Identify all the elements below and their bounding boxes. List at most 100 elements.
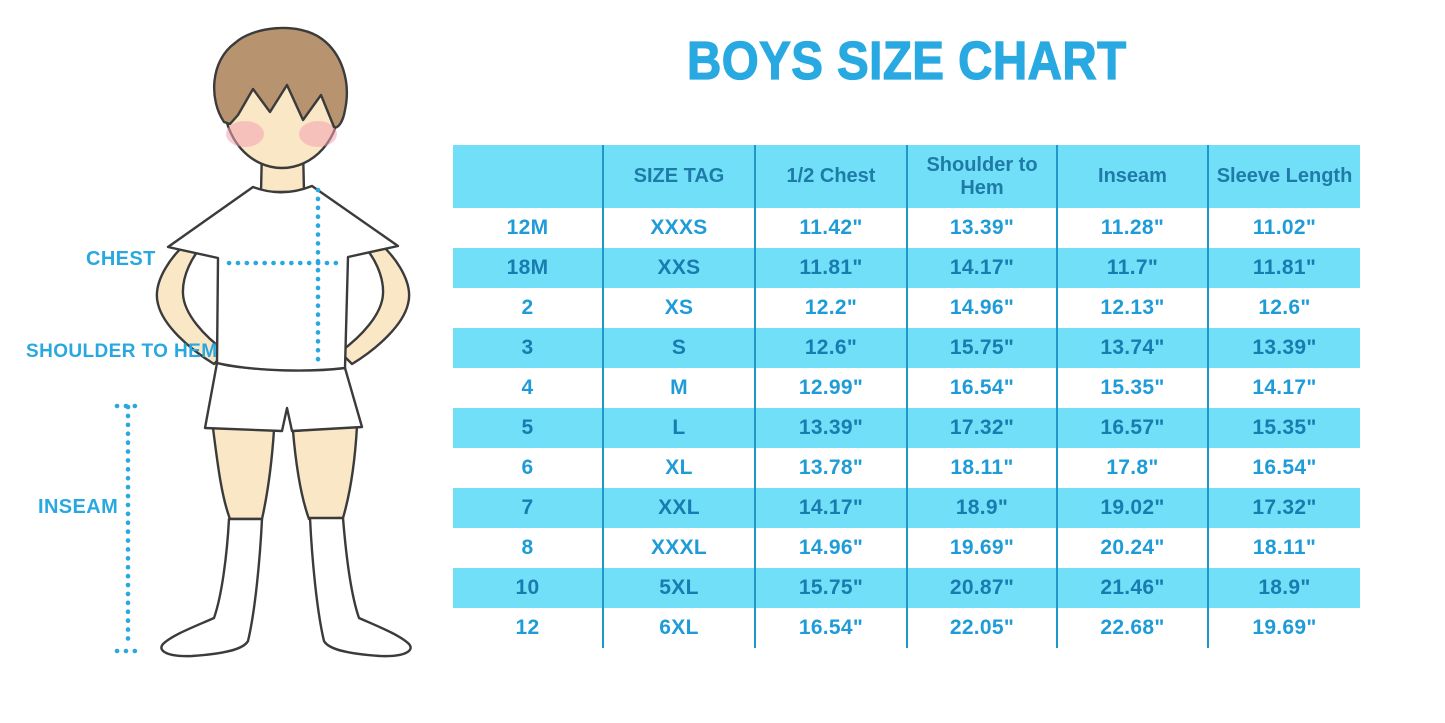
table-cell: 18.9" xyxy=(906,488,1057,528)
table-cell: 12.2" xyxy=(754,288,907,328)
tshirt-shape xyxy=(166,184,400,372)
column-header-half-chest: 1/2 Chest xyxy=(754,145,907,208)
table-cell: 15.75" xyxy=(754,568,907,608)
size-table-body: 12M XXXS 11.42" 13.39" 11.28" 11.02" 18M XXS 11.… xyxy=(453,208,1360,648)
table-cell: 15.75" xyxy=(906,328,1057,368)
table-cell: XS xyxy=(602,288,755,328)
table-cell: 11.42" xyxy=(754,208,907,248)
table-cell: 8 xyxy=(521,536,534,559)
table-cell: 10 xyxy=(515,576,540,599)
table-cell: 22.68" xyxy=(1056,608,1208,648)
table-cell: 12 xyxy=(515,616,540,639)
page-title: BOYS SIZE CHART xyxy=(453,30,1360,92)
table-row: 12M XXXS 11.42" 13.39" 11.28" 11.02" xyxy=(453,208,1360,248)
table-cell: 2 xyxy=(521,296,534,319)
table-cell: 20.87" xyxy=(906,568,1057,608)
table-cell: 12.6" xyxy=(754,328,907,368)
table-cell: 13.39" xyxy=(754,408,907,448)
table-cell: XL xyxy=(602,448,755,488)
table-cell: XXXL xyxy=(602,528,755,568)
table-cell: 18.9" xyxy=(1207,568,1360,608)
table-cell: M xyxy=(602,368,755,408)
table-cell: 18M xyxy=(506,256,549,279)
table-cell: 19.69" xyxy=(906,528,1057,568)
table-cell: 13.74" xyxy=(1056,328,1208,368)
table-cell: 13.78" xyxy=(754,448,907,488)
table-cell: 12M xyxy=(506,216,549,239)
table-cell: 11.28" xyxy=(1056,208,1208,248)
column-header-shoulder-to-hem: Shoulder to Hem xyxy=(906,145,1057,208)
sock-left-shape xyxy=(160,517,264,658)
table-row: 7 XXL 14.17" 18.9" 19.02" 17.32" xyxy=(453,488,1360,528)
table-cell: XXXS xyxy=(602,208,755,248)
table-cell: L xyxy=(602,408,755,448)
table-cell: 13.39" xyxy=(1207,328,1360,368)
column-header-inseam: Inseam xyxy=(1056,145,1208,208)
column-header-size xyxy=(453,145,603,208)
table-cell: 17.32" xyxy=(906,408,1057,448)
shorts-shape xyxy=(203,361,364,433)
table-cell: 16.54" xyxy=(1207,448,1360,488)
table-row: 5 L 13.39" 17.32" 16.57" 15.35" xyxy=(453,408,1360,448)
table-row: 2 XS 12.2" 14.96" 12.13" 12.6" xyxy=(453,288,1360,328)
size-table-header: SIZE TAG 1/2 Chest Shoulder to Hem Insea… xyxy=(453,145,1360,208)
boy-measurement-illustration xyxy=(114,26,412,658)
table-cell: 5 xyxy=(521,416,534,439)
table-cell: 14.17" xyxy=(754,488,907,528)
shoulder-to-hem-label: SHOULDER TO HEM xyxy=(26,341,218,362)
table-cell: 16.54" xyxy=(754,608,907,648)
sock-right-shape xyxy=(308,516,412,658)
page-title-text: BOYS SIZE CHART xyxy=(686,30,1127,91)
leg-right-shape xyxy=(291,424,359,521)
table-cell: 12.6" xyxy=(1207,288,1360,328)
table-cell: 6 xyxy=(521,456,534,479)
table-row: 10 5XL 15.75" 20.87" 21.46" 18.9" xyxy=(453,568,1360,608)
table-cell: 11.02" xyxy=(1207,208,1360,248)
column-header-size-tag: SIZE TAG xyxy=(602,145,755,208)
table-cell: 14.96" xyxy=(906,288,1057,328)
table-row: 18M XXS 11.81" 14.17" 11.7" 11.81" xyxy=(453,248,1360,288)
table-cell: 14.17" xyxy=(906,248,1057,288)
table-cell: 22.05" xyxy=(906,608,1057,648)
hair-shape xyxy=(212,26,349,129)
size-table: SIZE TAG 1/2 Chest Shoulder to Hem Insea… xyxy=(453,145,1360,648)
arm-right-shape xyxy=(338,234,411,366)
table-cell: 16.57" xyxy=(1056,408,1208,448)
table-cell: 14.17" xyxy=(1207,368,1360,408)
table-cell: 6XL xyxy=(602,608,755,648)
table-cell: 19.69" xyxy=(1207,608,1360,648)
table-cell: 4 xyxy=(521,376,534,399)
table-cell: 15.35" xyxy=(1207,408,1360,448)
table-cell: 18.11" xyxy=(906,448,1057,488)
table-cell: 11.7" xyxy=(1056,248,1208,288)
leg-left-shape xyxy=(211,426,276,521)
table-cell: 14.96" xyxy=(754,528,907,568)
arm-left-shape xyxy=(155,234,228,366)
table-cell: XXS xyxy=(602,248,755,288)
table-cell: 18.11" xyxy=(1207,528,1360,568)
table-cell: 3 xyxy=(521,336,534,359)
inseam-label: INSEAM xyxy=(38,496,119,518)
table-cell: 15.35" xyxy=(1056,368,1208,408)
table-row: 6 XL 13.78" 18.11" 17.8" 16.54" xyxy=(453,448,1360,488)
table-cell: S xyxy=(602,328,755,368)
table-row: 4 M 12.99" 16.54" 15.35" 14.17" xyxy=(453,368,1360,408)
chest-label: CHEST xyxy=(86,248,156,270)
table-cell: 11.81" xyxy=(754,248,907,288)
blush-right xyxy=(299,121,337,147)
table-row: 3 S 12.6" 15.75" 13.74" 13.39" xyxy=(453,328,1360,368)
table-cell: 21.46" xyxy=(1056,568,1208,608)
blush-left xyxy=(226,121,264,147)
table-cell: 11.81" xyxy=(1207,248,1360,288)
table-cell: 17.32" xyxy=(1207,488,1360,528)
column-header-sleeve-length: Sleeve Length xyxy=(1207,145,1360,208)
table-cell: 20.24" xyxy=(1056,528,1208,568)
table-cell: 19.02" xyxy=(1056,488,1208,528)
table-row: 12 6XL 16.54" 22.05" 22.68" 19.69" xyxy=(453,608,1360,648)
table-cell: 5XL xyxy=(602,568,755,608)
header-row: SIZE TAG 1/2 Chest Shoulder to Hem Insea… xyxy=(453,145,1360,208)
table-cell: 17.8" xyxy=(1056,448,1208,488)
table-cell: 13.39" xyxy=(906,208,1057,248)
table-cell: 7 xyxy=(521,496,534,519)
